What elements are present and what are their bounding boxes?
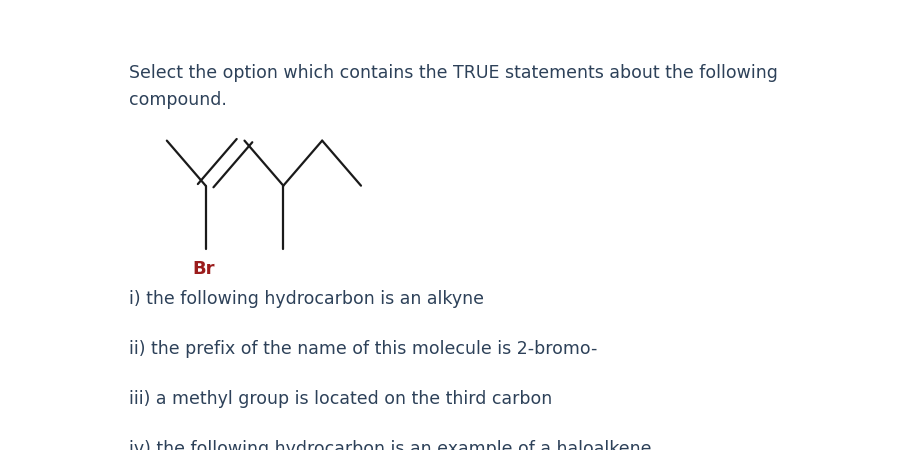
Text: iv) the following hydrocarbon is an example of a haloalkene: iv) the following hydrocarbon is an exam… <box>129 441 652 450</box>
Text: Br: Br <box>192 260 215 278</box>
Text: Select the option which contains the TRUE statements about the following
compoun: Select the option which contains the TRU… <box>129 64 778 109</box>
Text: ii) the prefix of the name of this molecule is 2-bromo-: ii) the prefix of the name of this molec… <box>129 340 598 358</box>
Text: iii) a methyl group is located on the third carbon: iii) a methyl group is located on the th… <box>129 390 553 408</box>
Text: i) the following hydrocarbon is an alkyne: i) the following hydrocarbon is an alkyn… <box>129 290 485 308</box>
